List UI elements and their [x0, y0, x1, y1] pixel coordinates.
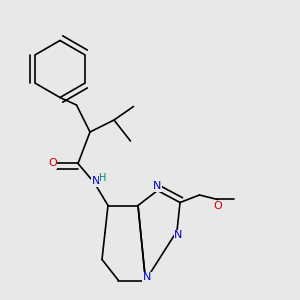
Text: N: N — [92, 176, 100, 187]
Text: N: N — [143, 272, 151, 283]
Text: H: H — [99, 172, 106, 183]
Text: O: O — [213, 201, 222, 211]
Text: N: N — [174, 230, 183, 241]
Text: O: O — [48, 158, 57, 169]
Text: N: N — [153, 181, 162, 191]
